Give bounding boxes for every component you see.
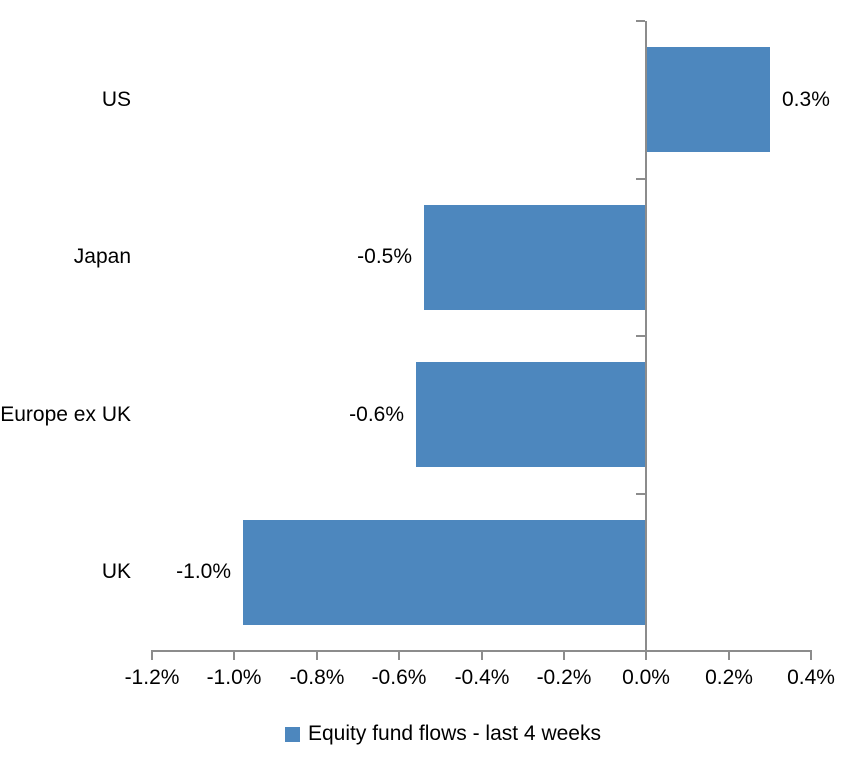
y-axis-tick <box>636 335 646 337</box>
category-label: UK <box>101 560 131 584</box>
x-tick-label: -0.4% <box>454 666 510 689</box>
category-label: Japan <box>73 245 131 269</box>
legend-label: Equity fund flows - last 4 weeks <box>308 722 601 745</box>
x-tick-label: 0.0% <box>622 666 670 689</box>
x-axis-tick <box>563 650 565 660</box>
data-label: 0.3% <box>782 87 830 111</box>
x-tick-label: -1.2% <box>124 666 180 689</box>
data-label: -0.6% <box>349 402 404 426</box>
x-axis-tick <box>151 650 153 660</box>
legend-swatch <box>285 726 300 742</box>
x-axis-tick <box>645 650 647 660</box>
data-label: -1.0% <box>176 560 231 584</box>
x-tick-label: -0.8% <box>289 666 345 689</box>
y-axis-tick <box>636 178 646 180</box>
x-axis-tick <box>316 650 318 660</box>
x-tick-label: 0.2% <box>705 666 753 689</box>
x-tick-label: -0.2% <box>536 666 592 689</box>
y-axis-tick <box>636 20 646 22</box>
x-tick-label: -1.0% <box>206 666 262 689</box>
legend: Equity fund flows - last 4 weeks <box>285 722 601 746</box>
x-tick-label: -0.6% <box>371 666 427 689</box>
x-axis-tick <box>233 650 235 660</box>
category-label: Europe ex UK <box>0 402 131 426</box>
bar <box>415 362 647 467</box>
x-axis-tick <box>810 650 812 660</box>
x-axis-tick <box>398 650 400 660</box>
y-axis-tick <box>636 493 646 495</box>
x-axis-tick <box>728 650 730 660</box>
x-tick-label: 0.4% <box>787 666 835 689</box>
bar <box>242 520 647 625</box>
bar <box>646 47 771 152</box>
y-axis-line <box>645 21 647 651</box>
bar <box>423 205 646 310</box>
data-label: -0.5% <box>357 245 412 269</box>
x-axis-tick <box>481 650 483 660</box>
category-label: US <box>101 87 131 111</box>
